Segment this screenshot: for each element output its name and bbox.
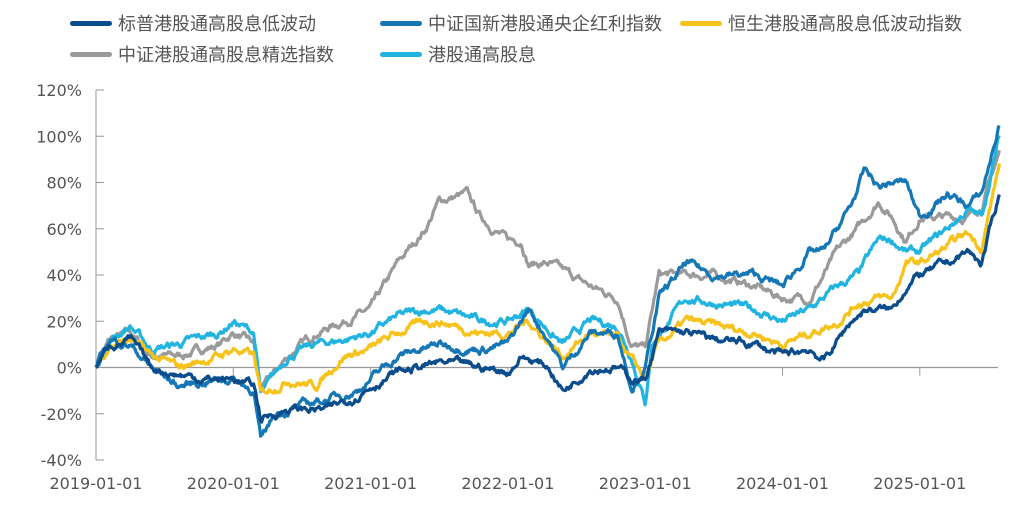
legend-label: 港股通高股息	[428, 45, 536, 66]
y-tick-label: -40%	[41, 451, 82, 470]
y-tick-label: -20%	[41, 405, 82, 424]
series-line	[94, 149, 1001, 393]
legend-swatch	[70, 51, 112, 57]
x-tick-label: 2019-01-01	[50, 474, 143, 493]
y-tick-label: 40%	[46, 266, 82, 285]
legend-item: 标普港股通高股息低波动	[70, 10, 316, 36]
legend-item: 中证国新港股通央企红利指数	[380, 10, 662, 36]
x-tick-label: 2024-01-01	[736, 474, 829, 493]
series-line	[95, 194, 1001, 424]
y-tick-label: 0%	[57, 359, 82, 378]
legend-swatch	[70, 20, 112, 26]
legend-item: 中证港股通高股息精选指数	[70, 41, 334, 67]
x-tick-label: 2022-01-01	[461, 474, 554, 493]
y-tick-label: 80%	[46, 174, 82, 193]
legend-swatch	[680, 20, 722, 26]
legend-swatch	[380, 51, 422, 57]
y-tick-label: 20%	[46, 312, 82, 331]
legend-item: 恒生港股通高股息低波动指数	[680, 10, 962, 36]
x-tick-label: 2021-01-01	[324, 474, 417, 493]
legend-swatch	[380, 20, 422, 26]
series-line	[94, 124, 1001, 438]
legend-label: 中证港股通高股息精选指数	[118, 45, 334, 66]
series-line	[94, 134, 1001, 407]
y-tick-label: 120%	[36, 81, 82, 100]
x-tick-label: 2020-01-01	[187, 474, 280, 493]
y-tick-label: 60%	[46, 220, 82, 239]
legend-item: 港股通高股息	[380, 41, 536, 67]
legend-label: 中证国新港股通央企红利指数	[428, 14, 662, 35]
legend-label: 标普港股通高股息低波动	[118, 14, 316, 35]
y-tick-label: 100%	[36, 127, 82, 146]
x-tick-label: 2025-01-01	[873, 474, 966, 493]
x-tick-label: 2023-01-01	[599, 474, 692, 493]
series-line	[94, 163, 1001, 395]
legend-label: 恒生港股通高股息低波动指数	[728, 14, 962, 35]
